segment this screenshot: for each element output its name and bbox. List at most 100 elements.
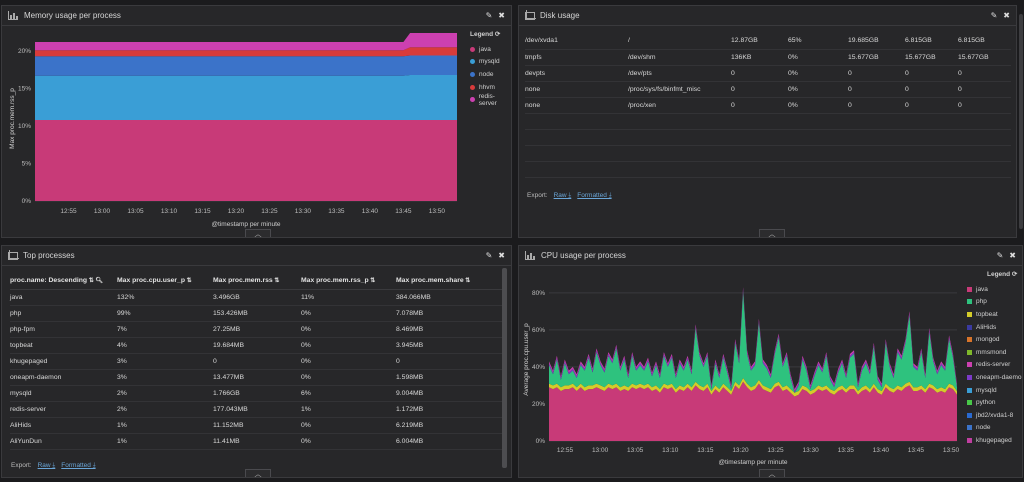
table-cell bbox=[905, 129, 958, 146]
legend-item-mysqld[interactable]: mysqld bbox=[967, 384, 1022, 397]
table-row: java 132% 3.496GB 11% 384.066MB bbox=[10, 289, 502, 306]
legend-item-redis-server[interactable]: redis-server bbox=[967, 359, 1022, 372]
close-icon[interactable]: ✖ bbox=[498, 11, 505, 20]
legend-item-node[interactable]: node bbox=[470, 68, 511, 81]
collapse-chevron-up-icon[interactable]: ︿ bbox=[245, 229, 271, 237]
legend-swatch bbox=[967, 400, 972, 406]
table-row: none/proc/xen 0 0% 0 0 0 bbox=[525, 97, 1011, 114]
table-row: /dev/xvda1/12.87GB 65% 19.685GB 6.815GB 6.81… bbox=[525, 33, 1011, 50]
edit-pencil-icon[interactable]: ✎ bbox=[485, 251, 493, 260]
panel-header: Disk usage ✎ ✖ bbox=[519, 6, 1016, 26]
table-row: topbeat 4% 19.684MB 0% 3.945MB bbox=[10, 337, 502, 354]
legend-item-python[interactable]: python bbox=[967, 396, 1022, 409]
table-cell bbox=[788, 145, 848, 162]
legend-label: khugepaged bbox=[976, 436, 1012, 444]
disk-usage-panel: Disk usage ✎ ✖ /dev/xvda1/12.87GB 65% 19.68… bbox=[518, 5, 1017, 238]
export-formatted-link[interactable]: Formatted ⤓ bbox=[577, 192, 612, 199]
y-tick-label: 5% bbox=[22, 161, 32, 168]
table-cell: AliYunDun bbox=[10, 433, 117, 451]
column-header[interactable]: Max proc.cpu.user_p ⇅ bbox=[117, 272, 213, 290]
legend-item-java[interactable]: java bbox=[967, 283, 1022, 296]
cpu-legend: Legend ⟳ java php topbeat AliHids mongod mmsm… bbox=[967, 270, 1022, 447]
memory-legend: Legend ⟳ java mysqld node hhvm redis-server bbox=[470, 30, 511, 107]
table-row: mysqld 2% 1.766GB 6% 9.004MB bbox=[10, 385, 502, 403]
sort-search-icon[interactable]: ⇅ 🔍︎ bbox=[87, 277, 104, 284]
y-tick-label: 10% bbox=[18, 123, 31, 130]
collapse-chevron-up-icon[interactable]: ︿ bbox=[759, 229, 785, 237]
legend-item-oneapm-daemo[interactable]: oneapm-daemo bbox=[967, 371, 1022, 384]
column-header[interactable]: Max proc.mem.share ⇅ bbox=[396, 272, 502, 290]
x-tick-label: 13:40 bbox=[362, 208, 379, 215]
table-cell bbox=[905, 145, 958, 162]
legend-swatch bbox=[470, 46, 475, 52]
legend-label: mmsmond bbox=[976, 348, 1007, 356]
legend-item-php[interactable]: php bbox=[967, 296, 1022, 309]
table-cell bbox=[788, 161, 848, 178]
x-tick-label: 13:15 bbox=[697, 447, 714, 454]
table-cell: /proc/sys/fs/binfmt_misc bbox=[628, 81, 731, 98]
x-tick-label: 13:45 bbox=[908, 447, 925, 454]
export-raw-link[interactable]: Raw ⤓ bbox=[37, 462, 56, 469]
legend-title[interactable]: Legend ⟳ bbox=[987, 271, 1018, 278]
table-cell: 1% bbox=[117, 417, 213, 435]
table-cell: 0 bbox=[213, 353, 301, 370]
edit-pencil-icon[interactable]: ✎ bbox=[990, 11, 998, 20]
legend-item-AliHids[interactable]: AliHids bbox=[967, 321, 1022, 334]
export-formatted-link[interactable]: Formatted ⤓ bbox=[61, 462, 96, 469]
table-cell: 11.41MB bbox=[213, 433, 301, 451]
legend-item-java[interactable]: java bbox=[470, 43, 511, 56]
legend-item-khugepaged[interactable]: khugepaged bbox=[967, 434, 1022, 447]
table-cell bbox=[628, 161, 731, 178]
table-cell bbox=[731, 113, 788, 130]
close-icon[interactable]: ✖ bbox=[1009, 251, 1016, 260]
table-cell bbox=[848, 129, 905, 146]
column-header[interactable]: proc.name: Descending ⇅ 🔍︎ bbox=[10, 272, 117, 290]
table-cell bbox=[788, 129, 848, 146]
collapse-chevron-up-icon[interactable]: ︿ bbox=[759, 469, 785, 477]
table-cell bbox=[731, 161, 788, 178]
legend-item-hhvm[interactable]: hhvm bbox=[470, 81, 511, 94]
legend-item-mysqld[interactable]: mysqld bbox=[470, 56, 511, 69]
table-cell: 1.172MB bbox=[396, 401, 502, 419]
table-cell bbox=[731, 129, 788, 146]
memory-usage-panel: Memory usage per process ✎ ✖ 0% 5% 10% 15% 20… bbox=[1, 5, 512, 238]
sort-icon[interactable]: ⇅ bbox=[368, 277, 376, 284]
edit-pencil-icon[interactable]: ✎ bbox=[996, 251, 1004, 260]
x-tick-label: 13:10 bbox=[662, 447, 679, 454]
collapse-chevron-up-icon[interactable]: ︿ bbox=[245, 469, 271, 477]
column-header[interactable]: Max proc.mem.rss ⇅ bbox=[213, 272, 301, 290]
x-tick-label: 13:15 bbox=[194, 208, 211, 215]
export-raw-link[interactable]: Raw ⤓ bbox=[553, 192, 572, 199]
table-cell: 3% bbox=[117, 369, 213, 387]
sort-icon[interactable]: ⇅ bbox=[463, 277, 471, 284]
legend-swatch bbox=[470, 71, 475, 77]
table-scrollbar[interactable] bbox=[502, 268, 507, 468]
legend-title[interactable]: Legend ⟳ bbox=[470, 31, 501, 38]
close-icon[interactable]: ✖ bbox=[498, 251, 505, 260]
table-icon bbox=[8, 249, 19, 260]
legend-item-jbd2/xvda1-8[interactable]: jbd2/xvda1-8 bbox=[967, 409, 1022, 422]
legend-item-mongod[interactable]: mongod bbox=[967, 333, 1022, 346]
legend-item-redis-server[interactable]: redis-server bbox=[470, 93, 511, 107]
disk-table: /dev/xvda1/12.87GB 65% 19.685GB 6.815GB 6.81… bbox=[525, 33, 1011, 178]
legend-item-mmsmond[interactable]: mmsmond bbox=[967, 346, 1022, 359]
table-cell: /dev/pts bbox=[628, 65, 731, 82]
edit-pencil-icon[interactable]: ✎ bbox=[485, 11, 493, 20]
panel-title: CPU usage per process bbox=[541, 251, 626, 260]
table-cell: 19.685GB bbox=[848, 33, 905, 50]
column-header[interactable]: Max proc.mem.rss_p ⇅ bbox=[301, 272, 396, 290]
table-cell: 6.815GB bbox=[958, 33, 1011, 50]
table-cell: devpts bbox=[525, 65, 628, 82]
sort-icon[interactable]: ⇅ bbox=[185, 277, 192, 284]
legend-item-node[interactable]: node bbox=[967, 422, 1022, 435]
table-cell: 11% bbox=[301, 289, 396, 306]
table-cell: tmpfs bbox=[525, 49, 628, 66]
table-cell bbox=[525, 129, 628, 146]
sort-icon[interactable]: ⇅ bbox=[272, 277, 280, 284]
legend-item-topbeat[interactable]: topbeat bbox=[967, 308, 1022, 321]
close-icon[interactable]: ✖ bbox=[1003, 11, 1010, 20]
disk-export: Export: Raw ⤓ Formatted ⤓ bbox=[527, 192, 612, 199]
top-processes-table: proc.name: Descending ⇅ 🔍︎ Max proc.cpu.u… bbox=[10, 272, 502, 451]
right-edge-scrollbar[interactable] bbox=[1019, 14, 1023, 229]
table-cell: 8.469MB bbox=[396, 321, 502, 338]
